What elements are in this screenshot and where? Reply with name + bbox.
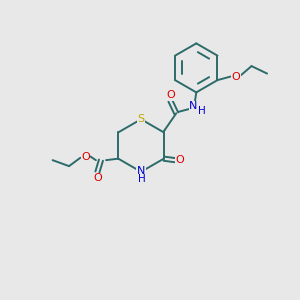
Text: H: H	[198, 106, 206, 116]
Text: O: O	[232, 71, 240, 82]
Text: H: H	[138, 174, 146, 184]
Text: O: O	[81, 152, 90, 162]
Text: N: N	[137, 166, 145, 176]
Text: O: O	[166, 90, 175, 100]
Text: N: N	[189, 101, 197, 111]
Text: O: O	[93, 173, 102, 183]
Text: O: O	[176, 155, 184, 165]
Text: S: S	[137, 114, 145, 124]
